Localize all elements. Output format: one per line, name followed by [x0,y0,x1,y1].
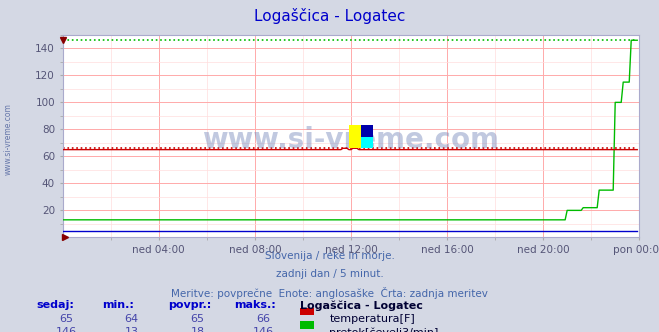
Text: maks.:: maks.: [234,300,275,310]
Text: pretok[čevelj3/min]: pretok[čevelj3/min] [330,327,439,332]
Text: Meritve: povprečne  Enote: anglosaške  Črta: zadnja meritev: Meritve: povprečne Enote: anglosaške Črt… [171,287,488,299]
Text: Slovenija / reke in morje.: Slovenija / reke in morje. [264,251,395,261]
Text: www.si-vreme.com: www.si-vreme.com [202,126,500,154]
Text: 13: 13 [125,327,139,332]
Text: Logaščica - Logatec: Logaščica - Logatec [300,300,422,311]
Text: zadnji dan / 5 minut.: zadnji dan / 5 minut. [275,269,384,279]
Text: 146: 146 [253,327,274,332]
Text: 64: 64 [125,314,139,324]
Text: 18: 18 [190,327,205,332]
Text: temperatura[F]: temperatura[F] [330,314,415,324]
Text: Logaščica - Logatec: Logaščica - Logatec [254,8,405,24]
Text: min.:: min.: [102,300,134,310]
Text: www.si-vreme.com: www.si-vreme.com [3,104,13,175]
Text: 65: 65 [59,314,73,324]
Text: 146: 146 [55,327,76,332]
Text: 65: 65 [190,314,205,324]
Text: povpr.:: povpr.: [168,300,212,310]
Text: sedaj:: sedaj: [36,300,74,310]
Bar [361,125,373,137]
Text: 66: 66 [256,314,271,324]
Bar [349,125,361,148]
Bar [361,125,373,148]
